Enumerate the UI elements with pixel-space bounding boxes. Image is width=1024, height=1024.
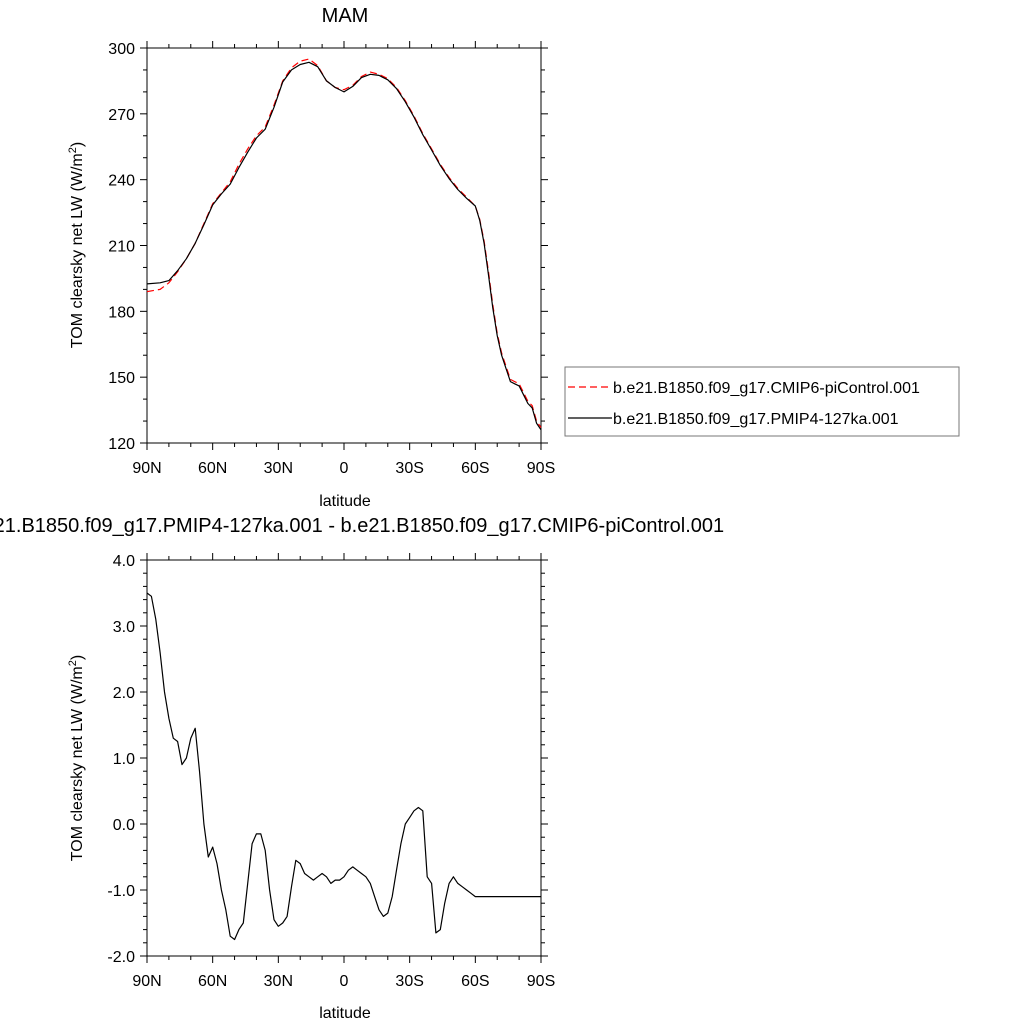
bottom-y-tick-label: -1.0 xyxy=(107,883,135,900)
legend-box xyxy=(564,366,960,437)
top-x-tick-label: 90N xyxy=(132,460,161,477)
top-x-tick-label: 30S xyxy=(395,460,423,477)
top-x-axis-label: latitude xyxy=(319,493,371,510)
bottom-x-tick-label: 60S xyxy=(461,973,489,990)
top-x-tick-label: 30N xyxy=(264,460,293,477)
top-y-tick-label: 300 xyxy=(108,41,135,58)
top-series-line-1 xyxy=(146,61,542,431)
top-plot-frame xyxy=(146,47,542,444)
legend: b.e21.B1850.f09_g17.CMIP6-piControl.001 … xyxy=(564,366,960,437)
top-x-tick-label: 60N xyxy=(198,460,227,477)
bottom-y-axis-label: TOM clearsky net LW (W/m2) xyxy=(67,655,86,861)
bottom-y-tick-label: 3.0 xyxy=(113,619,135,636)
bottom-x-tick-label: 90N xyxy=(132,973,161,990)
top-y-tick-label: 180 xyxy=(108,304,135,321)
legend-label-picontrol: b.e21.B1850.f09_g17.CMIP6-piControl.001 xyxy=(613,380,920,397)
top-y-tick-label: 270 xyxy=(108,107,135,124)
top-panel: MAM 90N 60N 30N 0 30S 60S 90S 120 150 180 210 240 27… xyxy=(67,5,960,510)
top-ticks: 90N 60N 30N 0 30S 60S 90S 120 150 180 210 240 270 300 xyxy=(108,41,555,477)
top-series-line-0 xyxy=(146,58,542,428)
legend-label-127ka: b.e21.B1850.f09_g17.PMIP4-127ka.001 xyxy=(613,411,899,428)
top-x-tick-label: 60S xyxy=(461,460,489,477)
top-y-tick-label: 150 xyxy=(108,370,135,387)
bottom-x-tick-label: 30N xyxy=(264,973,293,990)
bottom-series xyxy=(146,592,541,941)
bottom-series-line-0 xyxy=(146,592,541,941)
top-x-tick-label: 90S xyxy=(527,460,555,477)
bottom-panel: b.e21.B1850.f09_g17.PMIP4-127ka.001 - b.… xyxy=(0,515,724,1022)
top-y-tick-label: 240 xyxy=(108,173,135,190)
bottom-y-tick-label: 1.0 xyxy=(113,751,135,768)
top-y-tick-label: 120 xyxy=(108,436,135,453)
bottom-x-tick-label: 60N xyxy=(198,973,227,990)
top-x-tick-label: 0 xyxy=(340,460,349,477)
bottom-x-axis-label: latitude xyxy=(319,1005,371,1022)
bottom-y-tick-label: 2.0 xyxy=(113,685,135,702)
top-y-axis-label: TOM clearsky net LW (W/m2) xyxy=(67,142,86,348)
top-series xyxy=(146,58,542,431)
bottom-chart-title: b.e21.B1850.f09_g17.PMIP4-127ka.001 - b.… xyxy=(0,515,724,537)
bottom-y-tick-label: 0.0 xyxy=(113,817,135,834)
bottom-y-tick-label: -2.0 xyxy=(107,949,135,966)
top-chart-title: MAM xyxy=(322,5,369,27)
bottom-y-tick-label: 4.0 xyxy=(113,553,135,570)
top-y-tick-label: 210 xyxy=(108,239,135,256)
bottom-x-tick-label: 0 xyxy=(340,973,349,990)
bottom-x-tick-label: 30S xyxy=(395,973,423,990)
bottom-x-tick-label: 90S xyxy=(527,973,555,990)
bottom-ticks: 90N 60N 30N 0 30S 60S 90S -2.0 -1.0 0.0 1.0 2.0 3.0 4… xyxy=(107,553,555,990)
